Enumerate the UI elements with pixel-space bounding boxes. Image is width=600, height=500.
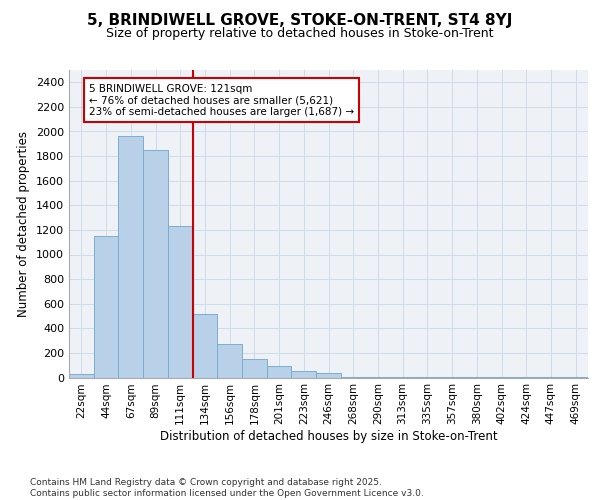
Bar <box>118 136 143 378</box>
Text: 5 BRINDIWELL GROVE: 121sqm
← 76% of detached houses are smaller (5,621)
23% of s: 5 BRINDIWELL GROVE: 121sqm ← 76% of deta… <box>89 84 354 116</box>
Bar <box>193 314 217 378</box>
Bar <box>292 372 316 378</box>
Bar <box>341 377 365 378</box>
X-axis label: Distribution of detached houses by size in Stoke-on-Trent: Distribution of detached houses by size … <box>160 430 497 443</box>
Text: Size of property relative to detached houses in Stoke-on-Trent: Size of property relative to detached ho… <box>106 28 494 40</box>
Bar <box>267 366 292 378</box>
Y-axis label: Number of detached properties: Number of detached properties <box>17 130 31 317</box>
Bar <box>69 374 94 378</box>
Text: 5, BRINDIWELL GROVE, STOKE-ON-TRENT, ST4 8YJ: 5, BRINDIWELL GROVE, STOKE-ON-TRENT, ST4… <box>88 12 512 28</box>
Bar <box>217 344 242 378</box>
Bar <box>316 373 341 378</box>
Bar <box>242 359 267 378</box>
Bar <box>365 377 390 378</box>
Text: Contains HM Land Registry data © Crown copyright and database right 2025.
Contai: Contains HM Land Registry data © Crown c… <box>30 478 424 498</box>
Bar <box>168 226 193 378</box>
Bar <box>143 150 168 378</box>
Bar <box>94 236 118 378</box>
